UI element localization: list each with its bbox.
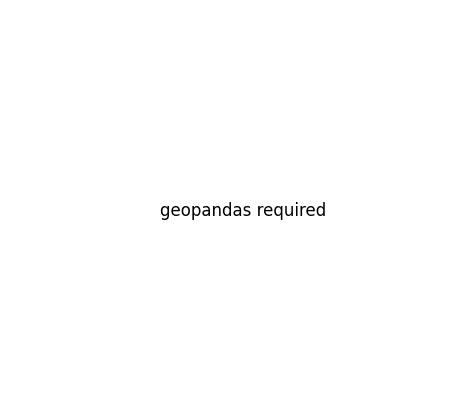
Text: geopandas required: geopandas required — [160, 201, 326, 220]
